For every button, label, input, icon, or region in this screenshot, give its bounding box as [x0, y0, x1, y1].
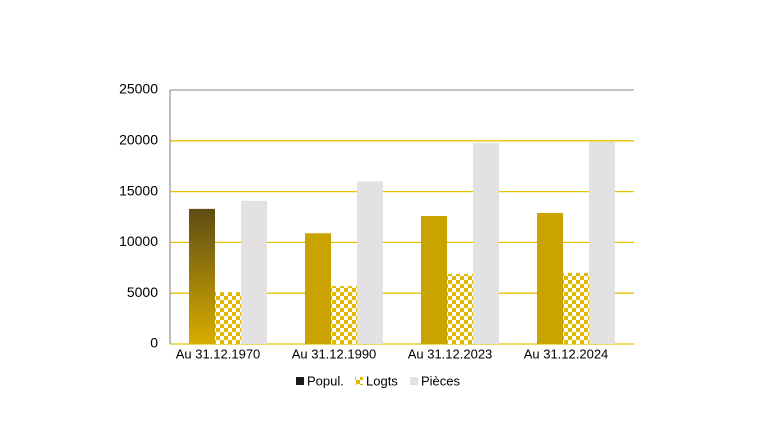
bar	[447, 273, 473, 344]
legend-label: Pièces	[421, 373, 461, 388]
bar	[215, 292, 241, 344]
x-tick-label: Au 31.12.2023	[408, 346, 493, 361]
bar	[473, 142, 499, 344]
x-tick-label: Au 31.12.2024	[524, 346, 609, 361]
bar	[421, 215, 447, 344]
y-tick-label: 5000	[127, 284, 158, 300]
y-tick-label: 20000	[119, 132, 158, 148]
bar	[589, 141, 615, 344]
x-tick-label: Au 31.12.1990	[292, 346, 377, 361]
y-tick-label: 15000	[119, 182, 158, 198]
legend-label: Popul.	[307, 373, 344, 388]
bar	[563, 272, 589, 344]
legend-swatch	[410, 377, 418, 385]
y-tick-label: 0	[150, 335, 158, 351]
bar	[305, 233, 331, 344]
bar	[241, 200, 267, 344]
bar	[537, 212, 563, 344]
legend-swatch	[355, 377, 363, 385]
bar	[189, 208, 215, 344]
x-tick-label: Au 31.12.1970	[176, 346, 261, 361]
bar	[331, 286, 357, 344]
legend-swatch	[296, 377, 304, 385]
bar	[357, 181, 383, 344]
legend-label: Logts	[366, 373, 398, 388]
y-tick-label: 10000	[119, 233, 158, 249]
y-tick-label: 25000	[119, 81, 158, 97]
